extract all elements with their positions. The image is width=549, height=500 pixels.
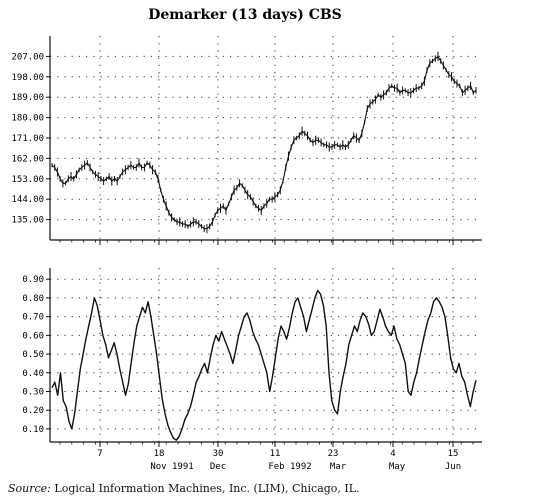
top-y-tick-label: 189.00 (11, 93, 44, 103)
x-month-label: Feb 1992 (268, 462, 311, 472)
bot-series-line (51, 289, 477, 441)
x-tick-label: 18 (154, 449, 165, 459)
x-month-label: Jun (445, 462, 461, 472)
top-y-tick-label: 171.00 (11, 134, 44, 144)
demarker-x-labels: 7 18 30 11 23 4 15 Nov 1991 Dec Feb 1992 Mar May Jun (97, 449, 461, 472)
demarker-series (51, 289, 477, 441)
bot-y-tick-label: 0.70 (22, 313, 44, 323)
x-month-label: Mar (330, 462, 347, 472)
source-text: Logical Information Machines, Inc. (LIM)… (54, 482, 360, 495)
bot-y-tick-label: 0.40 (22, 369, 44, 379)
x-month-label: May (389, 462, 406, 472)
bot-y-tick-label: 0.10 (22, 425, 44, 435)
price-panel: 207.00 198.00 189.00 180.00 171.00 162.00 153.… (11, 36, 482, 245)
price-y-axis: 207.00 198.00 189.00 180.00 171.00 162.00 153.… (11, 52, 50, 226)
demarker-y-axis: 0.90 0.80 0.70 0.60 0.50 0.40 0.30 0.20 0.10 (22, 275, 50, 435)
x-tick-label: 4 (390, 449, 395, 459)
top-y-tick-label: 198.00 (11, 73, 44, 83)
top-y-tick-label: 180.00 (11, 114, 44, 124)
bot-y-tick-label: 0.60 (22, 331, 44, 341)
bot-y-tick-label: 0.80 (22, 294, 44, 304)
bot-y-tick-label: 0.90 (22, 275, 44, 285)
x-tick-label: 15 (448, 449, 459, 459)
x-tick-label: 23 (328, 449, 339, 459)
demarker-x-ticks (59, 442, 474, 447)
x-month-label: Dec (210, 462, 226, 472)
demarker-panel: 0.90 0.80 0.70 0.60 0.50 0.40 0.30 0.20 0.10 7 18… (22, 268, 482, 472)
bot-y-tick-label: 0.50 (22, 350, 44, 360)
top-y-tick-label: 135.00 (11, 216, 44, 226)
bot-y-tick-label: 0.30 (22, 387, 44, 397)
source-label: Source: (8, 482, 51, 495)
source-note: Source: Logical Information Machines, In… (8, 482, 360, 495)
x-tick-label: 7 (97, 449, 102, 459)
price-series (51, 51, 477, 234)
x-tick-label: 11 (270, 449, 281, 459)
bot-y-tick-label: 0.20 (22, 406, 44, 416)
top-y-tick-label: 162.00 (11, 154, 44, 164)
x-tick-label: 30 (213, 449, 224, 459)
top-y-tick-label: 153.00 (11, 175, 44, 185)
top-y-tick-label: 144.00 (11, 195, 44, 205)
x-month-label: Nov 1991 (150, 462, 193, 472)
demarker-gridlines (50, 268, 482, 442)
chart-title: Demarker (13 days) CBS (148, 7, 342, 23)
top-series-line (51, 55, 477, 230)
price-gridlines (50, 36, 482, 240)
price-x-ticks (59, 240, 474, 245)
top-y-tick-label: 207.00 (11, 52, 44, 62)
